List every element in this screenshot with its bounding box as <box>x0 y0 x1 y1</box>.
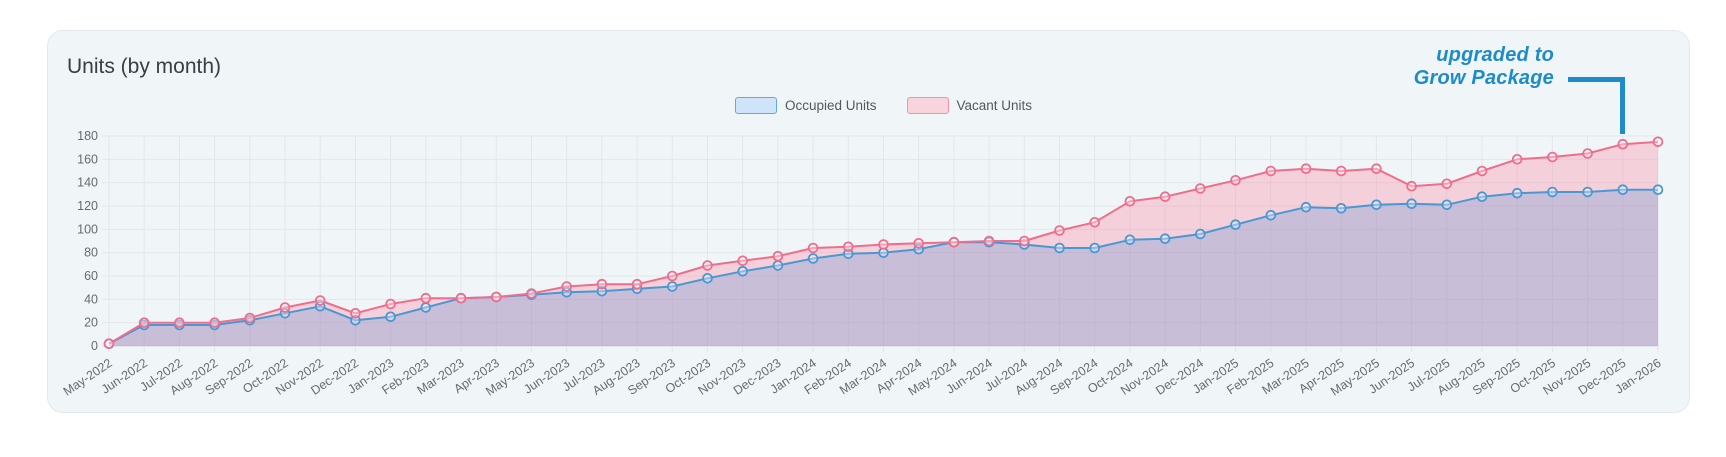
annotation-line1: upgraded to <box>1436 44 1554 66</box>
legend-vacant-label: Vacant Units <box>956 98 1033 113</box>
svg-text:140: 140 <box>77 176 98 190</box>
svg-text:180: 180 <box>77 129 98 143</box>
svg-text:20: 20 <box>84 316 98 330</box>
annotation-line2: Grow Package <box>1413 67 1554 90</box>
legend-occupied-label: Occupied Units <box>784 98 877 113</box>
legend-occupied-swatch-icon <box>734 97 777 114</box>
svg-text:80: 80 <box>84 246 98 260</box>
svg-text:160: 160 <box>77 152 98 166</box>
units-by-month-chart[interactable]: 020406080100120140160180May-2022Jun-2022… <box>48 31 1689 412</box>
svg-text:0: 0 <box>91 339 98 353</box>
annotation-upgraded-to-grow-package: upgraded to Grow Package <box>1414 44 1554 91</box>
annotation-connector-line <box>1568 77 1625 134</box>
svg-text:100: 100 <box>77 222 98 236</box>
chart-legend: Occupied Units Vacant Units <box>109 97 1658 114</box>
units-chart-card: Units (by month) Occupied Units Vacant U… <box>47 30 1690 413</box>
svg-text:40: 40 <box>84 292 98 306</box>
legend-item-vacant[interactable]: Vacant Units <box>906 97 1033 114</box>
svg-text:60: 60 <box>84 269 98 283</box>
svg-text:120: 120 <box>77 199 98 213</box>
page-title: Units (by month) <box>67 55 222 78</box>
legend-vacant-swatch-icon <box>906 97 949 114</box>
legend-item-occupied[interactable]: Occupied Units <box>734 97 877 114</box>
